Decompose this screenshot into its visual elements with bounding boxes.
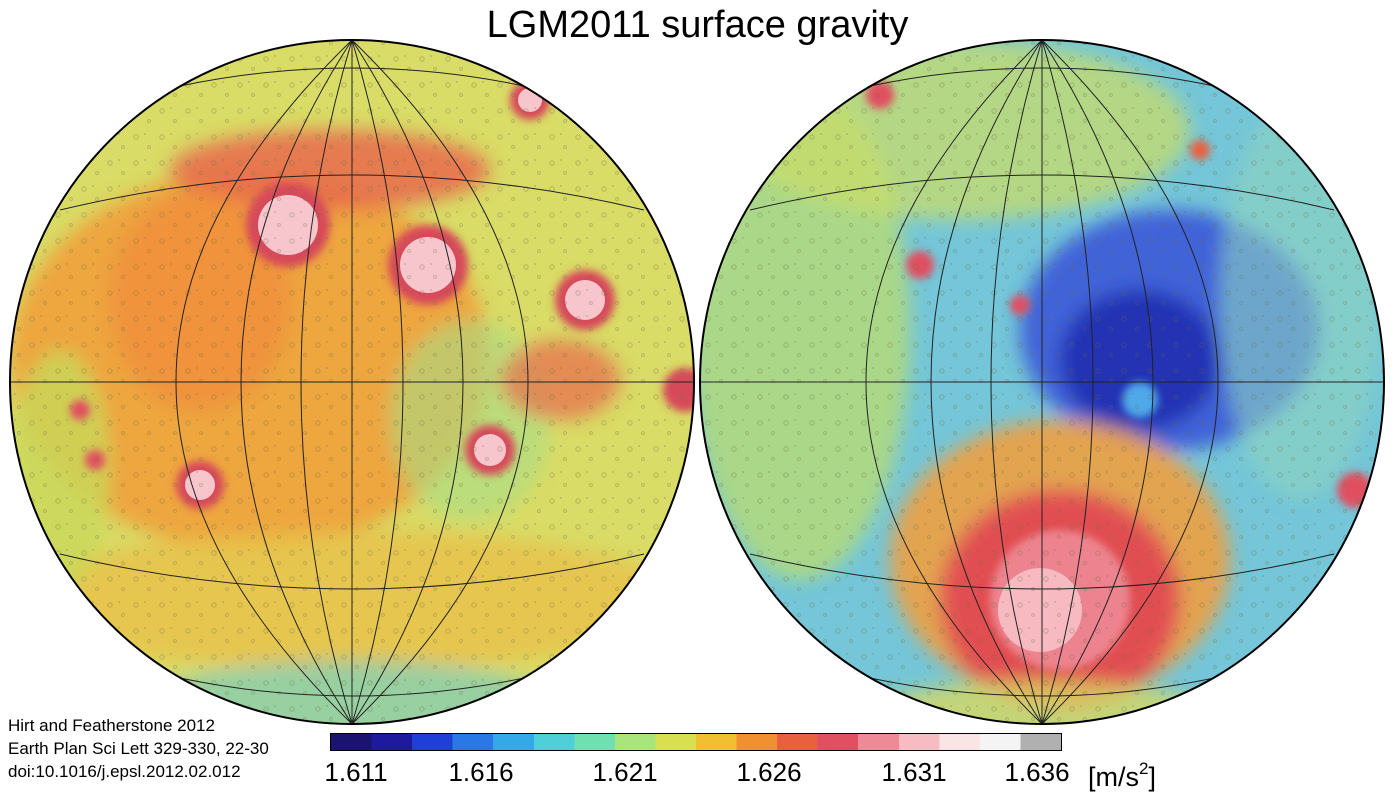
colorbar-unit: [m/s2] [1088, 752, 1156, 794]
colorbar-tick-label: 1.621 [592, 757, 658, 787]
citation-authors: Hirt and Featherstone 2012 [8, 716, 215, 735]
hemisphere-maps [9, 39, 1385, 725]
colorbar-tick-label: 1.611 [324, 757, 388, 787]
unit-base: [m/s [1088, 762, 1139, 792]
far-side-hemisphere [699, 39, 1385, 725]
colorbar [330, 733, 1062, 751]
colorbar-tick-label: 1.636 [1004, 757, 1070, 787]
colorbar-tick-label: 1.631 [881, 757, 947, 787]
colorbar-tick-label: 1.626 [736, 757, 802, 787]
near-side-hemisphere [9, 39, 695, 725]
unit-exponent: 2 [1139, 759, 1149, 778]
colorbar-tick-label: 1.616 [448, 757, 514, 787]
citation-block: Hirt and Featherstone 2012 Earth Plan Sc… [8, 714, 269, 783]
citation-doi: doi:10.1016/j.epsl.2012.02.012 [8, 762, 241, 781]
map-title: LGM2011 surface gravity [486, 4, 909, 46]
citation-journal: Earth Plan Sci Lett 329-330, 22-30 [8, 739, 269, 758]
unit-close: ] [1148, 762, 1156, 792]
